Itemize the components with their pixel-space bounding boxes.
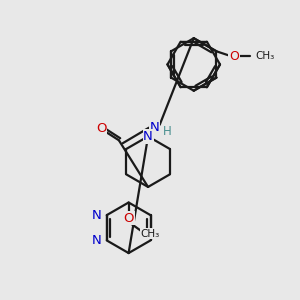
Text: N: N xyxy=(92,234,102,247)
Text: H: H xyxy=(163,125,172,138)
Text: O: O xyxy=(96,122,106,135)
Text: O: O xyxy=(123,212,134,225)
Text: N: N xyxy=(92,208,102,222)
Text: N: N xyxy=(150,121,160,134)
Text: CH₃: CH₃ xyxy=(140,229,160,238)
Text: N: N xyxy=(143,130,153,143)
Text: O: O xyxy=(229,50,239,63)
Text: CH₃: CH₃ xyxy=(255,51,274,61)
